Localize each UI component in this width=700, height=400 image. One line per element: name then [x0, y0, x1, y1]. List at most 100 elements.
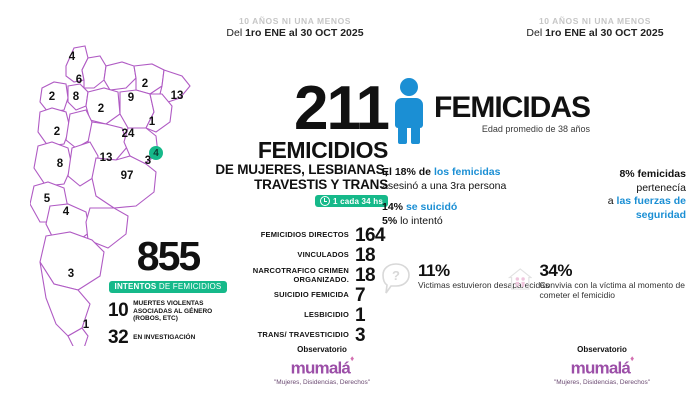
rate-badge: 1 cada 34 hs [315, 195, 388, 207]
header-right: 10 AÑOS NI UNA MENOS Del 1ro ENE al 30 O… [505, 16, 685, 40]
map-value-caba: 4 [153, 147, 159, 159]
breakdown-value: 18 [355, 265, 376, 286]
footer-tagline: "Mujeres, Disidencias, Derechos" [273, 378, 370, 386]
argentina-map-icon [30, 45, 191, 346]
breakdown-value: 18 [355, 245, 376, 266]
header-left: 10 AÑOS NI UNA MENOS Del 1ro ENE al 30 O… [205, 16, 385, 40]
map-value-entre-rios: 3 [144, 155, 152, 167]
breakdown-value: 3 [355, 325, 366, 346]
map-value-rio-negro: 3 [67, 268, 75, 280]
mumala-logo-text: mumalá [570, 358, 631, 378]
map-value-santa-cruz: 1 [82, 319, 90, 331]
fuerzas-l1: 8% femicidas [619, 168, 686, 180]
rate-badge-label: 1 cada 34 hs [333, 196, 383, 206]
mumala-logo-mark: ♦ [630, 354, 634, 363]
breakdown-label: TRANS/ TRAVESTICIDIO [257, 330, 349, 340]
femicidios-total-number: 211 [293, 74, 390, 143]
map-value-salta: 6 [75, 74, 83, 86]
breakdown-label: FEMICIDIOS DIRECTOS [260, 230, 349, 240]
femicidios-total-label: FEMICIDIOS [257, 137, 389, 163]
muertes-violentas-label: MUERTES VIOLENTAS ASOCIADAS AL GÉNERO (R… [133, 300, 213, 322]
muertes-violentas-number: 10 [108, 300, 129, 322]
footer-right: Observatorio mumalá♦ "Mujeres, Disidenci… [527, 345, 677, 387]
breakdown-row: NARCOTRAFICO CRIMEN ORGANIZADO. 18 [225, 266, 385, 285]
map-value-catamarca: 2 [53, 126, 61, 138]
breakdown-row: TRANS/ TRAVESTICIDIO 3 [225, 326, 385, 345]
range-bold: 1ro ENE al 30 OCT 2025 [245, 27, 364, 39]
house-family-icon [508, 268, 533, 290]
intentos-badge-light: DE FEMICIDIOS [156, 282, 222, 291]
map-value-tucuman: 8 [72, 91, 80, 103]
femicidas-subtitle: Edad promedio de 38 años [481, 124, 590, 134]
footer-left: Observatorio mumalá♦ "Mujeres, Disidenci… [247, 345, 397, 387]
map-value-chaco: 9 [127, 92, 135, 104]
femicidios-breakdown-list: FEMICIDIOS DIRECTOS 164 VINCULADOS 18 NA… [225, 225, 386, 346]
range-prefix: Del [526, 27, 546, 39]
map-value-jujuy: 4 [68, 51, 76, 63]
header-date-range: Del 1ro ENE al 30 OCT 2025 [505, 27, 685, 40]
fuerzas-l3-a: a [607, 195, 617, 207]
en-investigacion-row: 32 EN INVESTIGACIÓN [108, 326, 228, 348]
map-value-misiones: 13 [170, 90, 184, 102]
stat-suicidio: 14% se suicidó 5% lo intentó [382, 201, 534, 228]
range-prefix: Del [226, 27, 246, 39]
stat-convivia: 34% Convivia con la víctima al momento d… [508, 262, 700, 300]
stat-tercera-persona: El 18% de los femicidas asesinó a una 3r… [382, 166, 534, 193]
femicidas-stat-fuerzas: 8% femicidas pertenecía a las fuerzas de… [540, 168, 686, 222]
femicidios-total-block: 211 FEMICIDIOS DE MUJERES, LESBIANAS, TR… [198, 74, 390, 211]
breakdown-row: LESBICIDIO 1 [225, 306, 385, 325]
femicidios-subtitle-line2: TRAVESTIS Y TRANS [254, 177, 388, 192]
breakdown-row: FEMICIDIOS DIRECTOS 164 [225, 225, 386, 246]
range-bold: 1ro ENE al 30 OCT 2025 [545, 27, 664, 39]
header-date-range: Del 1ro ENE al 30 OCT 2025 [205, 27, 385, 40]
breakdown-value: 7 [355, 285, 366, 306]
stat-l3-a: 14% [382, 201, 406, 213]
header-kicker: 10 AÑOS NI UNA MENOS [539, 16, 651, 26]
femicidas-title: FEMICIDAS [434, 91, 591, 124]
footer-observatorio: Observatorio [297, 345, 347, 354]
mumala-logo-text: mumalá [290, 358, 351, 378]
stat-l3-b: se suicidó [405, 201, 458, 213]
map-value-corrientes: 1 [148, 116, 156, 128]
femicidios-subtitle-line1: DE MUJERES, LESBIANAS, [215, 162, 388, 177]
map-value-santa-fe: 24 [121, 128, 135, 140]
breakdown-row: VINCULADOS 18 [225, 246, 385, 265]
map-marker-caba: 4 [149, 146, 163, 160]
map-value-jujuy-west: 2 [48, 91, 56, 103]
mumala-logo: mumalá♦ [290, 354, 355, 378]
breakdown-label: VINCULADOS [297, 250, 349, 260]
breakdown-label: LESBICIDIO [304, 310, 349, 320]
stat-l2: asesinó a una 3ra persona [382, 179, 507, 192]
breakdown-row: SUICIDIO FEMICIDA 7 [225, 286, 385, 305]
svg-text:?: ? [392, 268, 400, 283]
header-kicker: 10 AÑOS NI UNA MENOS [239, 16, 351, 26]
mumala-logo: mumalá♦ [570, 354, 635, 378]
desaparecidas-pct: 11% [418, 261, 450, 280]
intentos-block: 855 INTENTOS DE FEMICIDIOS 10 MUERTES VI… [108, 236, 228, 347]
convivia-pct: 34% [539, 261, 572, 280]
map-value-santiago-del-estero: 2 [97, 103, 105, 115]
map-value-san-juan: 5 [43, 193, 51, 205]
stat-l4-b: lo intentó [400, 214, 443, 227]
breakdown-label: SUICIDIO FEMICIDA [273, 290, 349, 300]
fuerzas-l3-b: las fuerzas de [616, 195, 686, 207]
breakdown-value: 164 [355, 225, 386, 246]
en-investigacion-label: EN INVESTIGACIÓN [133, 333, 196, 341]
breakdown-label: NARCOTRAFICO CRIMEN ORGANIZADO. [252, 266, 349, 284]
muertes-violentas-row: 10 MUERTES VIOLENTAS ASOCIADAS AL GÉNERO… [108, 300, 228, 323]
question-bubble-icon: ? [382, 263, 410, 294]
stat-l1-a: El 18% de [382, 166, 434, 178]
intentos-number: 855 [136, 233, 201, 279]
femicidas-stat-left: El 18% de los femicidas asesinó a una 3r… [382, 166, 534, 228]
en-investigacion-number: 32 [108, 326, 129, 348]
stat-l4-a: 5% [382, 214, 401, 227]
map-value-formosa: 2 [141, 78, 149, 90]
map-value-cordoba: 13 [99, 152, 113, 164]
fuerzas-l2: pertenecía [636, 181, 686, 194]
argentina-map: 4 6 2 2 8 9 13 2 1 2 24 13 3 8 97 5 4 3 … [30, 36, 210, 346]
stat-l1-b: los femicidas [433, 166, 501, 178]
breakdown-value: 1 [355, 305, 366, 326]
desaparecidas-desc: Victimas estuvieron desaparecidas [418, 280, 550, 290]
clock-icon [320, 196, 330, 206]
fuerzas-l4: seguridad [635, 208, 686, 221]
